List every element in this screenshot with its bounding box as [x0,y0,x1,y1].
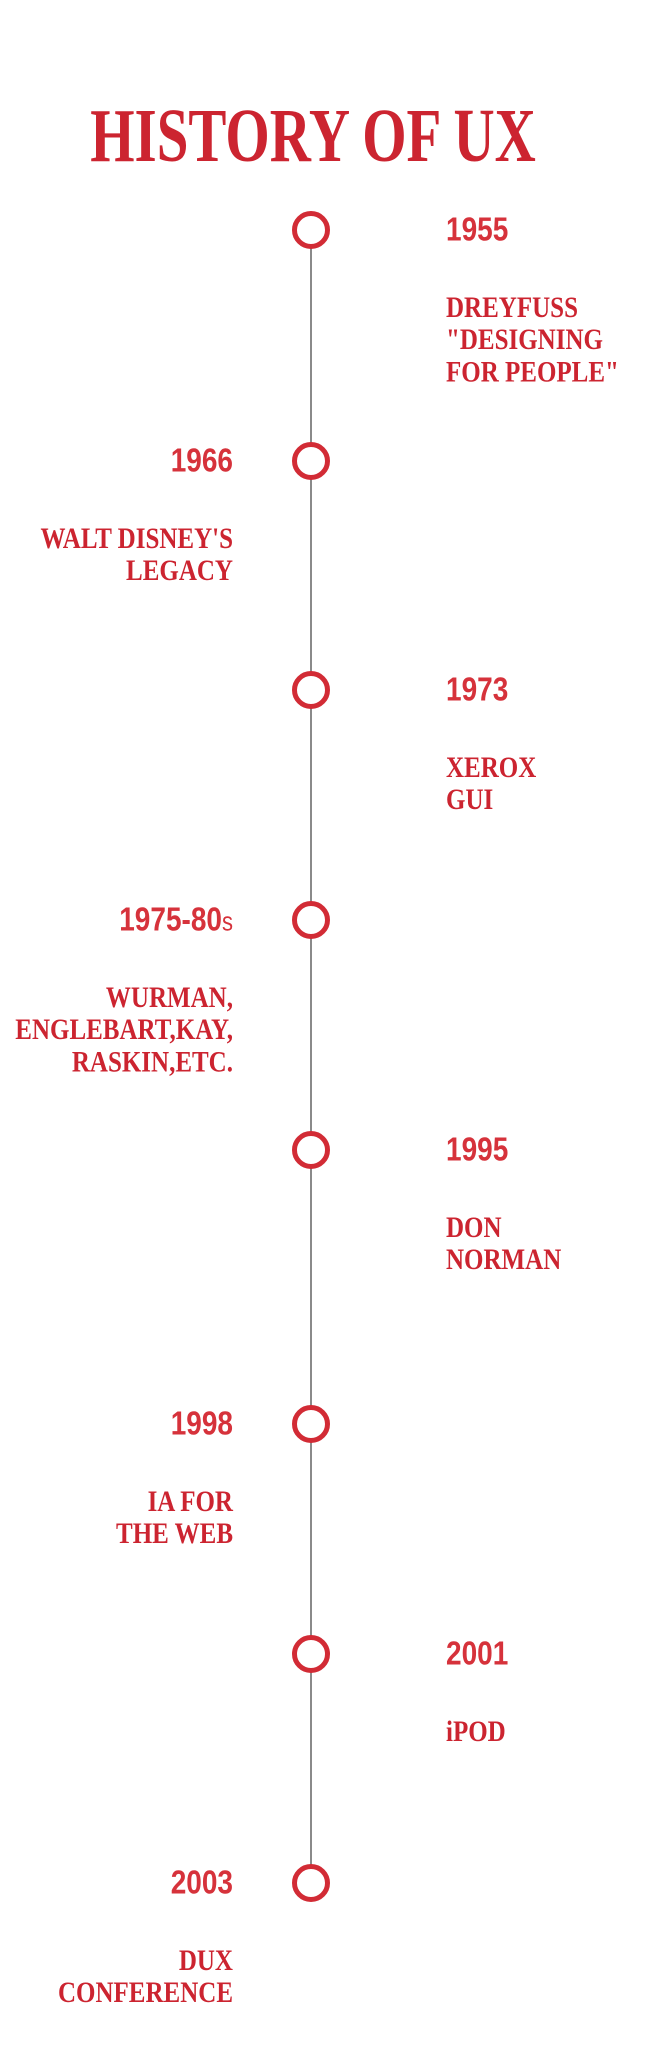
event-label-line: CONFERENCE [57,1977,233,2010]
event-year-1955: 1955 [446,211,509,248]
event-label-line: WURMAN, [105,982,233,1015]
event-label-2001: iPOD [446,1716,506,1748]
timeline-node-1995 [292,1131,330,1169]
timeline-node-1955 [292,211,330,249]
timeline-node-1973 [292,671,330,709]
event-year-2001: 2001 [446,1635,509,1672]
event-label-1998: IA FOR THE WEB [116,1486,233,1550]
event-year-2003: 2003 [170,1864,233,1901]
timeline-node-2001 [292,1635,330,1673]
event-label-line: DON [446,1212,502,1245]
event-label-1975-80s: WURMAN, ENGLEBART,KAY, RASKIN,ETC. [15,982,233,1078]
event-label-line: WALT DISNEY'S [40,523,233,556]
event-year-1975-80s: 1975-80s [119,902,233,937]
event-label-1973: XEROX GUI [446,752,536,816]
event-label-line: XEROX [446,752,537,785]
event-label-line: iPOD [446,1716,506,1749]
event-label-2003: DUX CONFERENCE [58,1945,233,2009]
event-label-line: "DESIGNING [446,324,603,357]
event-label-line: DREYFUSS [446,292,578,325]
page-title: HISTORY OF UX [90,94,536,179]
event-label-line: IA FOR [147,1486,233,1519]
event-label-line: RASKIN,ETC. [71,1046,233,1079]
timeline-line [310,230,312,1883]
event-year-suffix: s [222,907,233,937]
event-year-1995: 1995 [446,1131,509,1168]
event-label-1966: WALT DISNEY'S LEGACY [41,523,233,587]
event-label-1955: DREYFUSS "DESIGNING FOR PEOPLE" [446,292,619,388]
event-year-1973: 1973 [446,671,509,708]
event-label-line: GUI [446,784,494,817]
timeline-node-2003 [292,1864,330,1902]
timeline-node-1975-80s [292,901,330,939]
event-label-1995: DON NORMAN [446,1212,561,1276]
timeline-node-1966 [292,442,330,480]
event-year-1998: 1998 [170,1405,233,1442]
event-label-line: ENGLEBART,KAY, [15,1014,233,1047]
event-label-line: THE WEB [116,1518,233,1551]
event-label-line: FOR PEOPLE" [446,356,619,389]
event-label-line: DUX [178,1945,233,1978]
timeline-node-1998 [292,1405,330,1443]
event-label-line: LEGACY [126,555,233,588]
event-year-1966: 1966 [170,442,233,479]
event-label-line: NORMAN [446,1244,562,1277]
event-year-main: 1975-80 [119,901,222,938]
